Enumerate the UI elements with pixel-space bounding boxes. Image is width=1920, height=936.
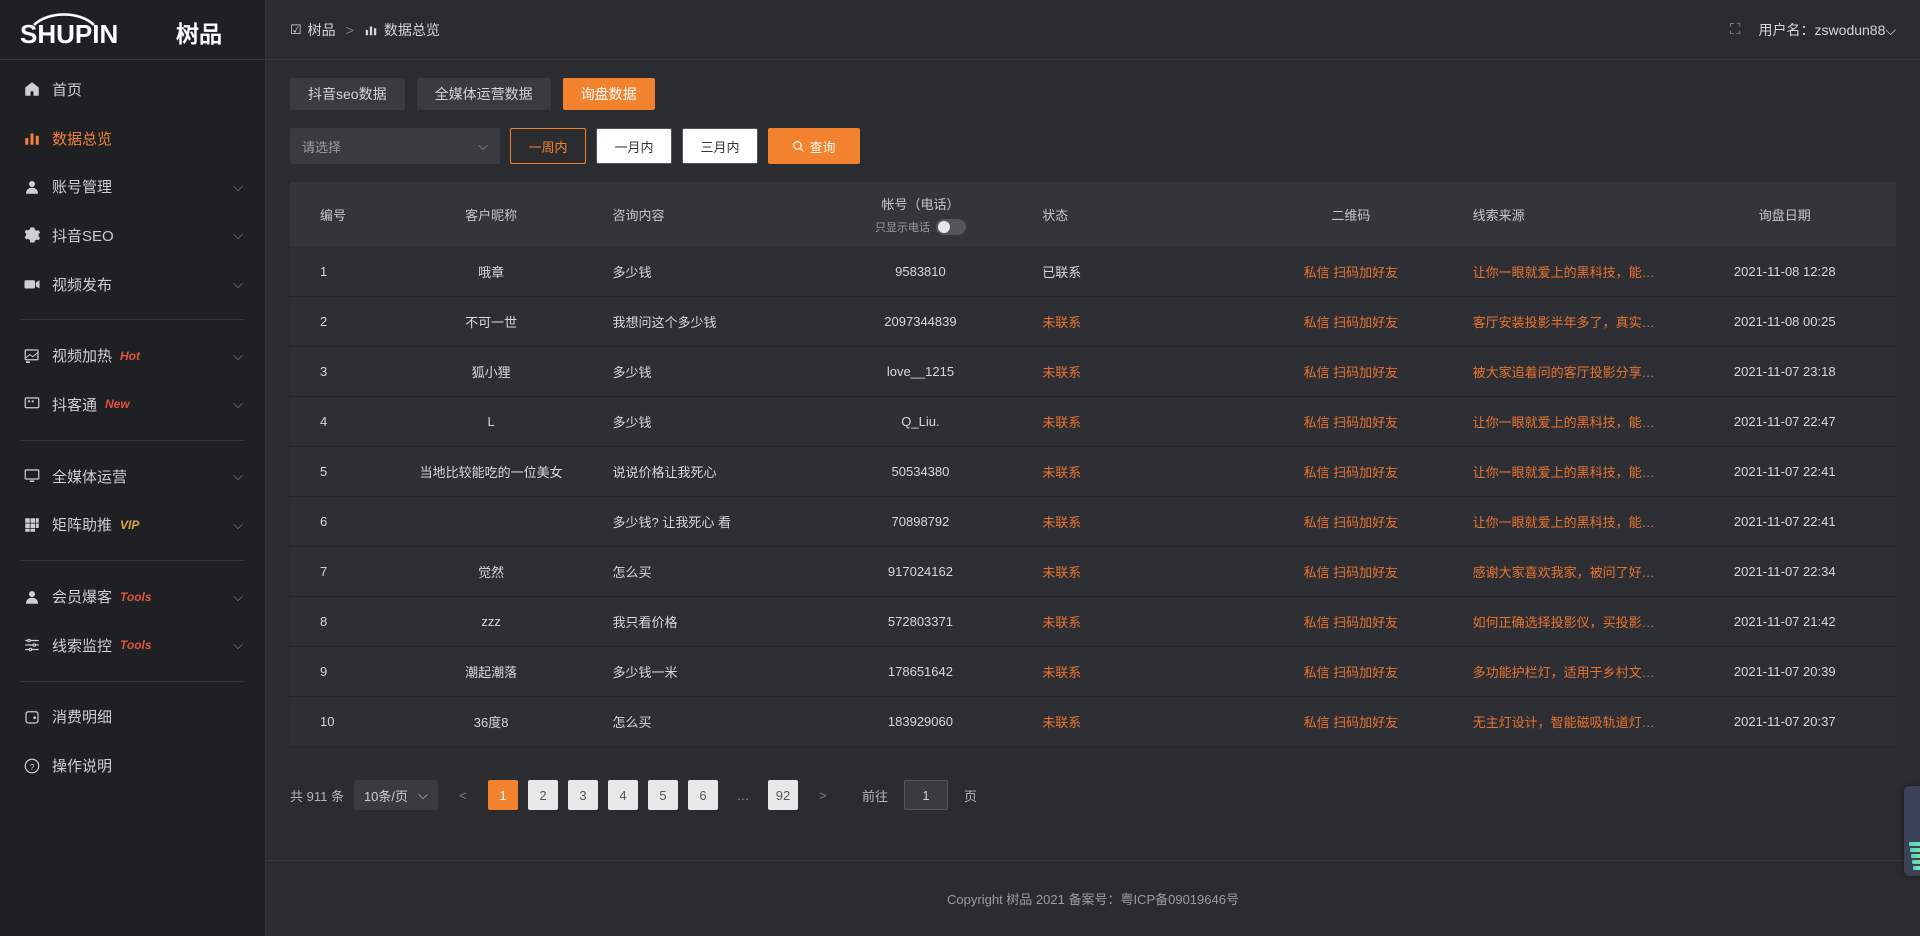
svg-text:SHUPIN: SHUPIN — [20, 19, 118, 49]
svg-text:树品: 树品 — [176, 21, 222, 47]
svg-text:?: ? — [30, 762, 35, 771]
